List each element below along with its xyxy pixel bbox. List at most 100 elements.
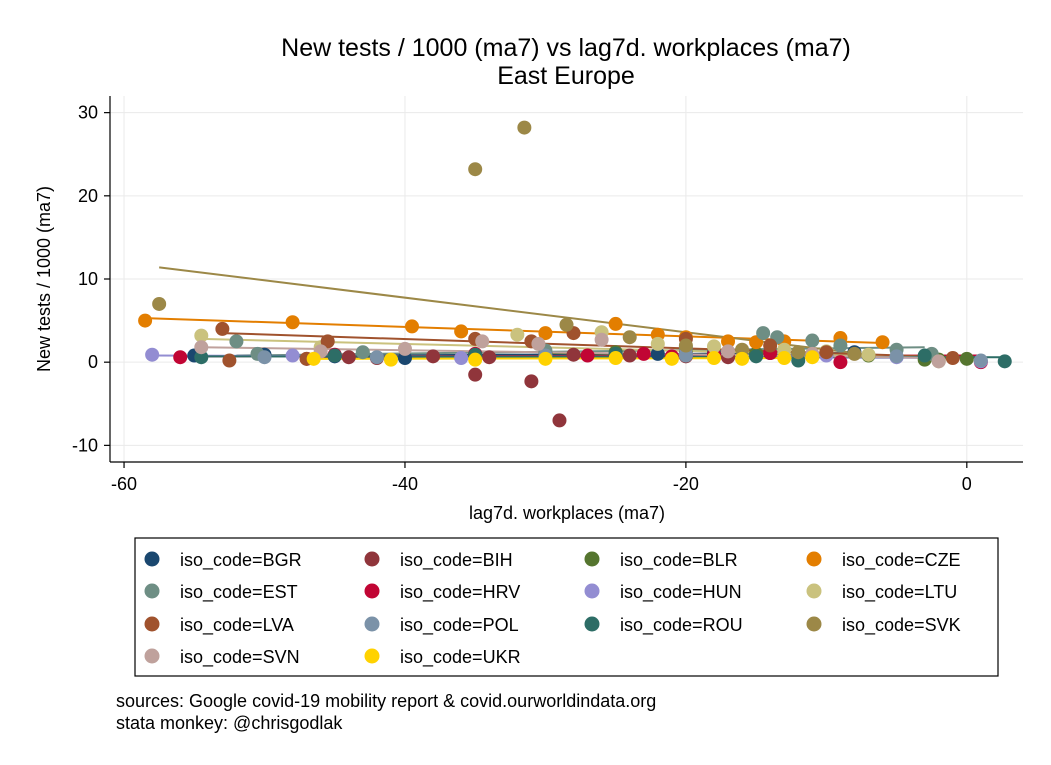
data-point [327,348,342,363]
data-point [861,347,876,362]
data-point [777,351,792,366]
legend-label: iso_code=HUN [620,582,742,603]
legend-label: iso_code=ROU [620,615,743,636]
legend-label: iso_code=LVA [180,615,294,636]
data-point [285,315,300,330]
legend-marker [806,616,822,632]
legend: iso_code=BGR iso_code=BIH iso_code=BLR iso_… [144,550,961,668]
data-point [931,354,946,369]
x-tick-label: -20 [673,474,699,494]
legend-marker [806,583,822,599]
legend-label: iso_code=LTU [842,582,957,603]
y-tick-label: 20 [78,186,98,206]
data-point [468,162,483,177]
data-point [889,349,904,364]
data-point [531,336,546,351]
data-point [397,341,412,356]
data-point [945,351,960,366]
data-point [482,350,497,365]
data-point [678,348,693,363]
source-note: sources: Google covid-19 mobility report… [116,691,656,711]
y-tick-label: 10 [78,269,98,289]
legend-marker [144,583,160,599]
x-axis-title: lag7d. workplaces (ma7) [469,503,665,523]
legend-marker [144,616,160,632]
legend-label: iso_code=EST [180,582,298,603]
data-point [383,352,398,367]
x-tick-label: -60 [111,474,137,494]
y-tick-label: -10 [72,435,98,455]
legend-marker [144,648,160,664]
data-point [636,346,651,361]
data-point [552,413,567,428]
data-point [833,338,848,353]
author-note: stata monkey: @chrisgodlak [116,713,343,733]
data-point [622,348,637,363]
legend-marker [144,551,160,567]
legend-marker [364,616,380,632]
legend-label: iso_code=BIH [400,550,513,571]
data-point [756,326,771,341]
data-point [664,351,679,366]
data-point [194,350,209,365]
data-point [791,345,806,360]
data-point [517,120,532,135]
legend-label: iso_code=SVN [180,647,300,668]
legend-marker [584,583,600,599]
data-point [152,296,167,311]
data-point [306,351,321,366]
data-point [538,326,553,341]
legend-label: iso_code=POL [400,615,519,636]
data-point [355,345,370,360]
data-point [819,345,834,360]
data-point [622,330,637,345]
data-point [257,350,272,365]
data-point [426,349,441,364]
data-point [973,353,988,368]
data-point [285,348,300,363]
data-point [566,347,581,362]
legend-marker [364,648,380,664]
data-point [145,347,160,362]
axes-layer: -60 -40 -20 0 -10 0 10 20 30 [72,96,1023,494]
legend-label: iso_code=UKR [400,647,521,668]
legend-marker [806,551,822,567]
legend-marker [584,551,600,567]
data-point [222,353,237,368]
data-point [706,339,721,354]
data-point [805,350,820,365]
data-point [847,346,862,361]
legend-label: iso_code=CZE [842,550,961,571]
data-point [749,349,764,364]
legend-label: iso_code=HRV [400,582,520,603]
y-axis-title: New tests / 1000 (ma7) [34,186,54,372]
data-point [833,355,848,370]
x-tick-label: -40 [392,474,418,494]
data-point [721,334,736,349]
data-point [559,317,574,332]
data-point [194,328,209,343]
data-point [454,351,469,366]
legend-box [134,537,999,677]
points-layer [138,120,1012,428]
legend-label: iso_code=BGR [180,550,302,571]
data-point [538,351,553,366]
data-point [454,324,469,339]
data-point [608,316,623,331]
data-point [650,336,665,351]
data-point [229,334,244,349]
y-tick-label: 0 [88,352,98,372]
data-point [650,346,665,361]
chart-title: New tests / 1000 (ma7) vs lag7d. workpla… [281,34,851,62]
data-point [468,352,483,367]
data-point [959,351,974,366]
data-point [524,374,539,389]
data-point [997,354,1012,369]
data-point [735,351,750,366]
legend-label: iso_code=BLR [620,550,738,571]
data-point [138,313,153,328]
data-point [320,334,335,349]
legend-marker [364,551,380,567]
fit-lines-layer [145,266,1005,360]
